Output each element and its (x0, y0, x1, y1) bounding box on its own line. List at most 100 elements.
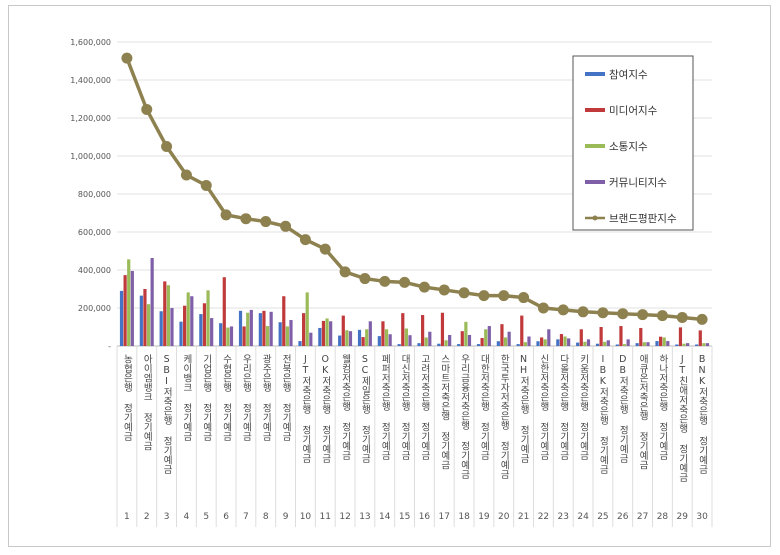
bar-3-1 (127, 259, 131, 346)
rank-label: 26 (617, 512, 629, 522)
y-tick-label: 1,000,000 (70, 152, 111, 161)
bar-3-13 (365, 329, 369, 346)
category-label: 하나저축은행 정기예금 (657, 353, 668, 460)
bar-4-3 (170, 308, 174, 346)
legend-marker (592, 215, 598, 221)
category-label: IBK저축은행 정기예금 (597, 354, 608, 474)
bar-4-22 (547, 329, 551, 346)
bar-3-24 (583, 341, 587, 346)
y-axis: - 200,000 400,000 600,000 800,000 1,000,000 1,… (70, 38, 111, 351)
bar-2-19 (480, 338, 484, 346)
brand-index-point-27 (637, 309, 649, 321)
rank-label: 18 (458, 512, 470, 522)
brand-index-point-28 (656, 310, 668, 322)
bar-4-25 (606, 340, 610, 346)
category-label: 전북은행 정기예금 (280, 354, 291, 441)
bar-3-23 (563, 336, 567, 346)
rank-label: 30 (696, 512, 708, 522)
bar-1-24 (576, 342, 580, 346)
category-label: 고려저축은행 정기예금 (419, 354, 430, 460)
brand-index-point-2 (141, 103, 153, 115)
bar-1-3 (159, 311, 163, 346)
brand-index-point-6 (220, 209, 232, 221)
bar-2-22 (540, 337, 544, 346)
bar-2-29 (678, 327, 683, 346)
bar-3-30 (702, 343, 706, 346)
bar-1-15 (397, 344, 401, 346)
rank-label: 17 (439, 512, 450, 522)
y-tick-label: 1,200,000 (70, 114, 111, 123)
bar-3-6 (226, 327, 230, 346)
bar-1-4 (179, 321, 183, 346)
category-label: DB저축은행 정기예금 (617, 354, 628, 463)
brand-index-point-15 (399, 276, 411, 288)
rank-label: 28 (657, 512, 669, 522)
bar-4-21 (527, 336, 531, 346)
bar-1-23 (556, 339, 560, 346)
brand-index-point-9 (280, 220, 292, 232)
bar-1-26 (615, 344, 619, 346)
bar-3-29 (682, 343, 686, 346)
brand-index-point-22 (537, 302, 549, 314)
bar-1-17 (437, 343, 441, 346)
brand-index-point-14 (379, 275, 391, 287)
bar-3-28 (662, 337, 666, 346)
rank-label: 8 (263, 512, 269, 522)
bar-4-27 (646, 342, 650, 346)
bar-1-20 (496, 341, 500, 346)
bar-1-19 (476, 344, 481, 346)
bar-2-1 (123, 275, 127, 346)
bar-2-14 (381, 321, 385, 346)
category-label: OK저축은행 정기예금 (320, 354, 331, 463)
bar-4-24 (586, 339, 591, 346)
bar-2-2 (143, 289, 147, 346)
bar-3-26 (622, 344, 627, 346)
rank-label: 21 (518, 512, 529, 522)
bar-1-22 (536, 341, 540, 346)
bar-1-16 (417, 343, 421, 346)
category-label: 수협은행 정기예금 (221, 354, 232, 441)
bar-1-2 (139, 295, 143, 346)
brand-index-point-5 (200, 179, 212, 191)
rank-label: 9 (283, 512, 289, 522)
bar-3-12 (345, 330, 349, 346)
category-label: 기업은행 정기예금 (201, 354, 212, 441)
bar-4-16 (428, 331, 432, 346)
bar-4-10 (309, 332, 313, 346)
bar-4-9 (289, 319, 293, 346)
bar-3-7 (246, 312, 250, 346)
rank-label: 23 (558, 512, 569, 522)
bar-2-23 (559, 334, 564, 346)
brand-index-point-4 (180, 169, 192, 181)
bar-3-5 (206, 290, 210, 346)
bar-2-20 (500, 324, 504, 346)
category-label: 광주은행 정기예금 (260, 353, 271, 441)
bar-2-27 (639, 327, 643, 346)
category-label: NH저축은행 정기예금 (518, 354, 529, 463)
bar-2-10 (302, 313, 306, 346)
category-label: 다올저축은행 정기예금 (558, 354, 569, 460)
bar-4-4 (190, 296, 194, 346)
bars (119, 258, 710, 346)
rank-label: 24 (577, 512, 589, 522)
y-tick-label: 1,600,000 (70, 38, 111, 47)
category-label: 신한저축은행 정기예금 (538, 354, 549, 460)
bar-3-15 (404, 328, 408, 346)
bar-2-24 (579, 329, 583, 346)
rank-label: 14 (379, 512, 391, 522)
y-tick-label: 800,000 (78, 190, 111, 199)
category-label: 우리은행 정기예금 (240, 354, 251, 441)
bar-4-1 (130, 270, 134, 346)
category-label: 케이뱅크 정기예금 (181, 354, 192, 441)
bar-2-4 (183, 305, 187, 346)
bar-3-27 (642, 342, 646, 346)
bar-2-15 (401, 313, 405, 346)
bar-1-9 (278, 322, 282, 346)
bar-2-30 (698, 330, 702, 346)
bar-1-27 (635, 343, 639, 346)
y-tick-label: 200,000 (78, 304, 111, 313)
category-label: 페퍼저축은행 정기예금 (379, 354, 390, 460)
bar-4-20 (507, 331, 511, 346)
bar-4-26 (626, 339, 630, 346)
